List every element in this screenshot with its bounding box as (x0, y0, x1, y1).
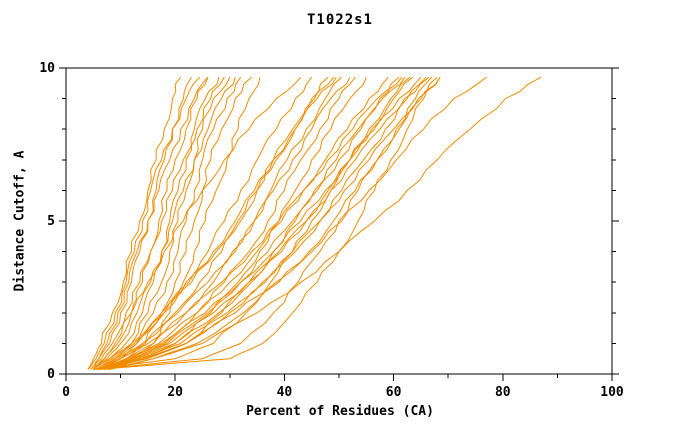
chart-title: T1022s1 (306, 12, 373, 28)
svg-text:60: 60 (386, 385, 402, 400)
svg-text:5: 5 (47, 214, 55, 229)
svg-text:80: 80 (495, 385, 511, 400)
svg-text:0: 0 (47, 367, 55, 382)
svg-text:10: 10 (39, 61, 55, 76)
svg-text:40: 40 (277, 385, 293, 400)
svg-text:100: 100 (600, 385, 624, 400)
y-axis-label: Distance Cutoff, A (12, 150, 28, 292)
svg-text:20: 20 (167, 385, 183, 400)
x-axis-label: Percent of Residues (CA) (246, 404, 434, 419)
svg-text:0: 0 (62, 385, 70, 400)
